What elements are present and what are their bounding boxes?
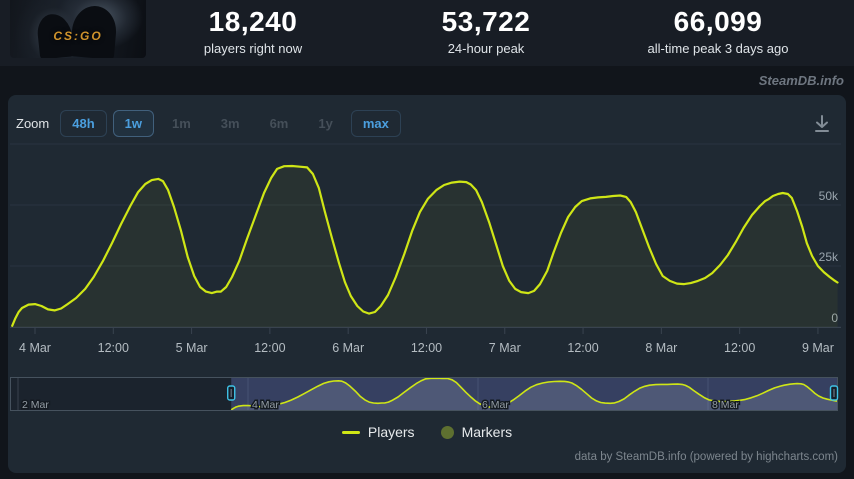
zoom-label: Zoom [16, 115, 50, 131]
zoom-button-max[interactable]: max [350, 109, 401, 137]
zoom-toolbar: Zoom 48h 1w 1m 3m 6m 1y max [16, 108, 404, 138]
stat-label: 24-hour peak [447, 41, 525, 56]
stat-label: players right now [203, 41, 303, 56]
zoom-button-3m: 3m [220, 115, 240, 131]
credits: data by SteamDB.info (powered by highcha… [574, 451, 838, 463]
legend-label: Markers [461, 424, 513, 440]
chart-panel [8, 95, 846, 473]
download-icon[interactable] [810, 112, 834, 136]
stat-value: 18,240 [208, 6, 298, 37]
stat-alltime-peak: 66,099 all-time peak 3 days ago [598, 6, 838, 56]
legend-label: Players [367, 424, 415, 440]
legend-item-players[interactable]: Players [341, 424, 415, 440]
zoom-button-1y: 1y [318, 115, 333, 131]
game-capsule-image[interactable]: CS:GO [10, 0, 146, 58]
stat-label: all-time peak 3 days ago [647, 41, 789, 56]
zoom-button-6m: 6m [269, 115, 289, 131]
header: CS:GO 18,240 players right now 53,722 24… [0, 0, 854, 66]
stat-value: 53,722 [441, 6, 531, 37]
zoom-button-48h[interactable]: 48h [60, 109, 107, 137]
stat-current-players: 18,240 players right now [133, 6, 373, 56]
zoom-buttons: 48h 1w 1m 3m 6m 1y max [57, 109, 404, 137]
steamdb-watermark: SteamDB.info [758, 73, 844, 88]
zoom-button-1w[interactable]: 1w [112, 109, 154, 137]
line-swatch-icon [341, 430, 360, 434]
circle-swatch-icon [440, 425, 454, 439]
stat-24h-peak: 53,722 24-hour peak [366, 6, 606, 56]
legend-item-markers[interactable]: Markers [440, 424, 513, 440]
stat-value: 66,099 [673, 6, 763, 37]
csgo-logo: CS:GO [53, 28, 103, 43]
legend: Players Markers [8, 424, 846, 440]
zoom-button-1m: 1m [171, 115, 191, 131]
